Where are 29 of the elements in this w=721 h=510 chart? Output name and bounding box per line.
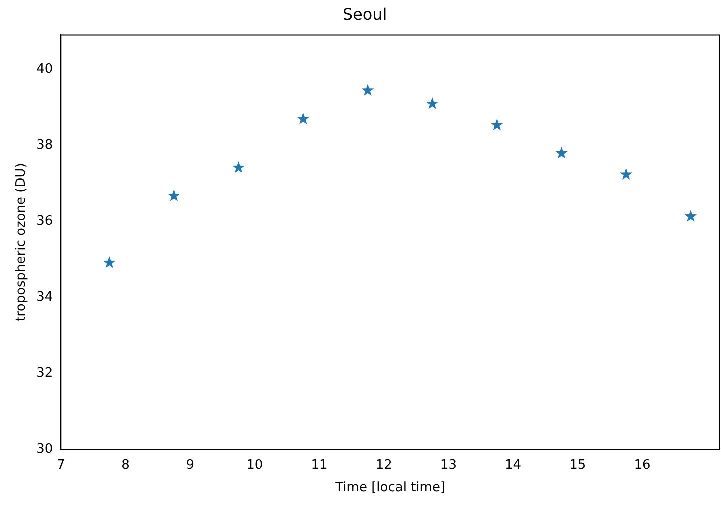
point xyxy=(362,84,374,96)
x-tick-label: 13 xyxy=(440,458,457,473)
point xyxy=(168,190,180,202)
y-tick-label: 36 xyxy=(36,214,54,229)
y-tick-label: 40 xyxy=(36,62,54,77)
point xyxy=(232,161,245,174)
point xyxy=(684,210,698,222)
y-axis-title: tropospheric ozone (DU) xyxy=(14,163,30,322)
y-tick-label: 38 xyxy=(36,138,54,153)
x-tick-label: 11 xyxy=(311,458,328,473)
point xyxy=(556,146,568,159)
y-tick-label: 30 xyxy=(36,442,54,458)
x-tick-label: 7 xyxy=(57,458,66,473)
x-tick-label: 8 xyxy=(122,458,130,473)
x-axis-title: Time [local time] xyxy=(334,480,446,496)
point xyxy=(490,118,504,131)
point xyxy=(620,168,633,180)
point xyxy=(297,112,310,125)
chart-title: Seoul xyxy=(342,4,388,24)
y-tick-label: 32 xyxy=(36,366,54,382)
x-tick-label: 9 xyxy=(186,458,194,473)
x-tick-label: 15 xyxy=(570,458,586,473)
x-tick-label: 10 xyxy=(246,458,264,473)
x-tick-label: 16 xyxy=(634,458,651,473)
x-tick-label: 14 xyxy=(505,458,522,473)
point xyxy=(426,98,439,110)
x-tick-label: 12 xyxy=(376,458,392,473)
point xyxy=(103,256,116,268)
y-tick-label: 34 xyxy=(36,290,54,306)
